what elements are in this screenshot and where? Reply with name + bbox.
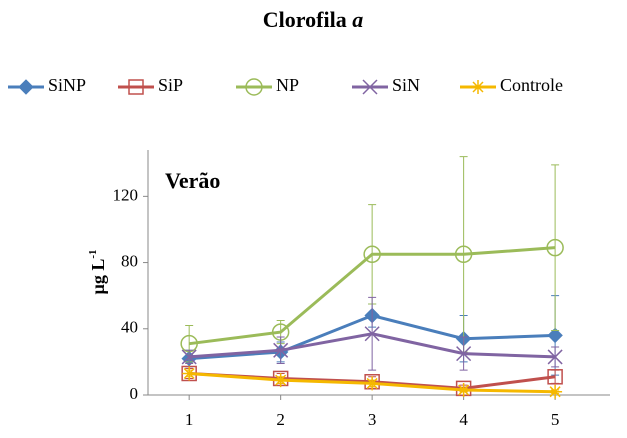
y-label-sup: -1	[87, 249, 99, 258]
y-tick-label: 120	[113, 185, 139, 204]
legend-marker	[128, 79, 144, 95]
title-text: Clorofila	[263, 7, 347, 32]
y-tick-label: 40	[121, 318, 138, 337]
marker	[181, 349, 197, 365]
legend-label: Controle	[500, 75, 563, 95]
marker	[456, 383, 471, 398]
legend-label: SiP	[158, 75, 183, 95]
marker	[546, 238, 564, 257]
legend-label: SiN	[392, 75, 420, 95]
marker	[273, 373, 288, 388]
legend-marker	[471, 80, 485, 94]
x-tick-label: 1	[185, 410, 194, 429]
marker	[547, 349, 563, 365]
marker	[273, 342, 289, 358]
annotation: Verão	[165, 168, 220, 193]
marker	[182, 366, 197, 381]
x-tick-label: 5	[551, 410, 560, 429]
title-italic: a	[352, 7, 363, 32]
legend-marker	[18, 79, 34, 95]
chart-title: Clorofila a	[263, 7, 363, 32]
y-label-text: µg L	[88, 259, 108, 295]
x-tick-label: 2	[276, 410, 285, 429]
y-axis-label: µg L-1	[87, 249, 109, 294]
error-bar	[551, 164, 560, 331]
marker	[363, 245, 381, 264]
y-tick-label: 0	[130, 384, 139, 403]
marker	[365, 376, 380, 391]
marker	[548, 384, 563, 399]
y-tick-label: 80	[121, 251, 138, 270]
legend-label: SiNP	[48, 75, 86, 95]
legend-marker	[362, 79, 378, 95]
marker	[364, 326, 380, 342]
legend-label: NP	[276, 75, 299, 95]
marker	[547, 327, 563, 344]
x-tick-label: 3	[368, 410, 377, 429]
marker	[454, 245, 473, 264]
series-line	[188, 246, 556, 346]
x-tick-label: 4	[459, 410, 468, 429]
marker	[547, 369, 563, 385]
marker	[456, 346, 472, 362]
legend-marker	[245, 78, 263, 96]
